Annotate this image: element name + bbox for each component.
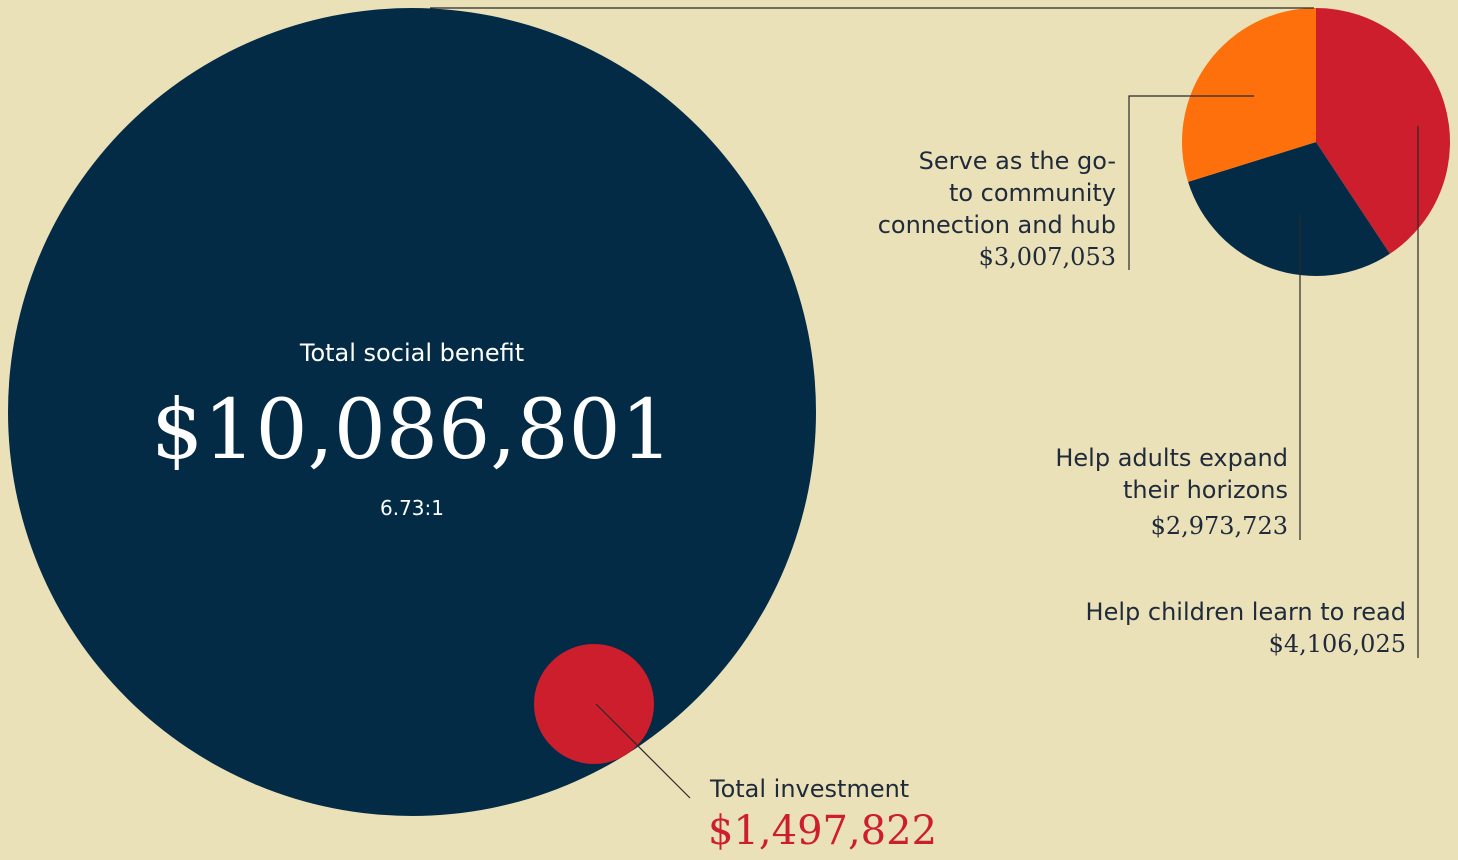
total-investment-label: Total investment — [710, 775, 910, 803]
total-investment-bubble — [534, 644, 654, 764]
benefit-ratio: 6.73:1 — [380, 496, 444, 520]
adults-value: $2,973,723 — [1150, 512, 1288, 540]
community-value: $3,007,053 — [978, 243, 1116, 271]
children-label: Help children learn to read — [1006, 596, 1406, 628]
total-benefit-bubble — [8, 8, 816, 816]
adults-label-line: Help adults expand — [1055, 444, 1288, 472]
pie-slice-community — [1182, 8, 1316, 182]
total-benefit-value: $10,086,801 — [151, 383, 673, 478]
adults-label-line: their horizons — [1123, 476, 1288, 504]
pie-slice-children — [1316, 8, 1450, 254]
leader-line-investment — [595, 703, 691, 799]
leader-line-community — [1128, 95, 1254, 270]
adults-label: Help adults expand their horizons — [988, 442, 1288, 506]
children-value: $4,106,025 — [1268, 630, 1406, 658]
community-label-line: to community — [948, 179, 1116, 207]
community-label-line: connection and hub — [877, 211, 1116, 239]
total-investment-value: $1,497,822 — [708, 808, 938, 854]
community-label-line: Serve as the go- — [918, 147, 1116, 175]
benefit-breakdown-pie — [1182, 8, 1450, 276]
children-label-line: Help children learn to read — [1085, 598, 1406, 626]
leader-lines — [430, 7, 1419, 799]
total-benefit-label: Total social benefit — [299, 339, 525, 367]
community-label: Serve as the go- to community connection… — [818, 145, 1116, 241]
pie-slice-adults — [1188, 142, 1390, 276]
